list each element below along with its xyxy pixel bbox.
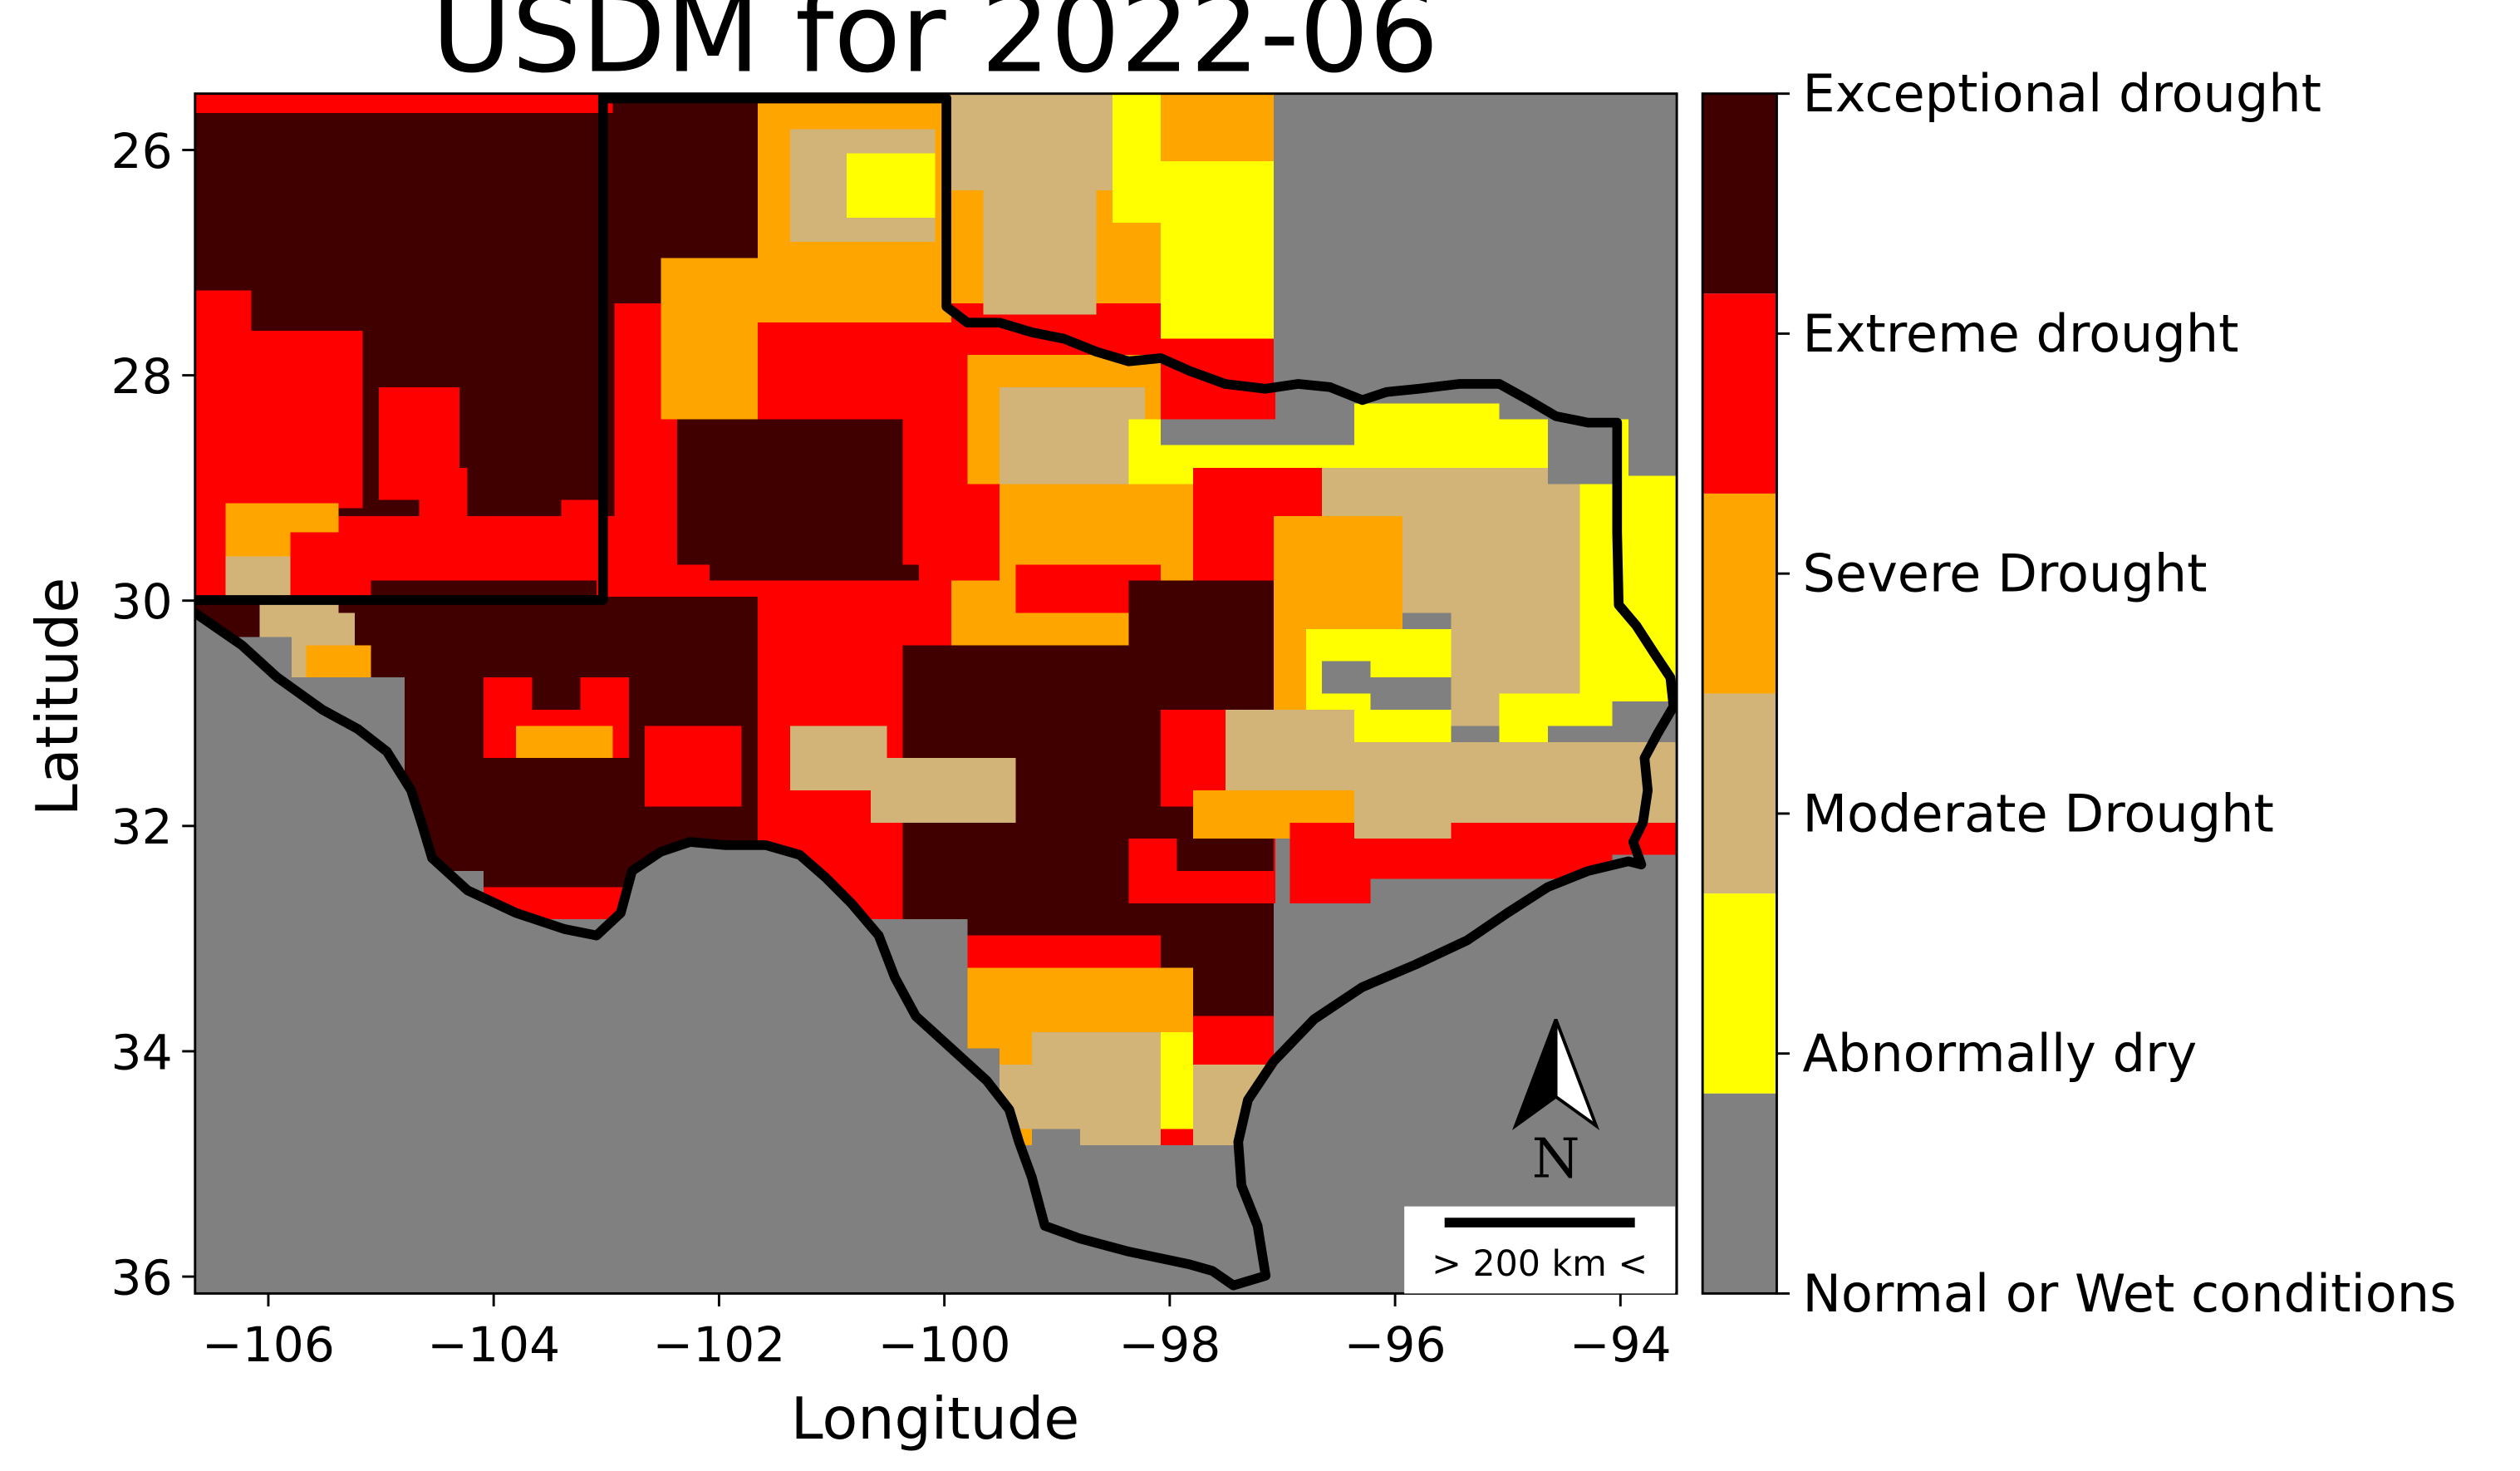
drought-cell (194, 93, 341, 113)
drought-cell (983, 137, 1097, 315)
colorbar-segment (1702, 693, 1777, 894)
drought-cell (846, 153, 944, 219)
drought-cell (532, 677, 581, 710)
drought-cell (561, 499, 603, 589)
colorbar: Exceptional drought Extreme drought Severe… (1701, 63, 2456, 1324)
colorbar-label: Abnormally dry (1802, 1023, 2197, 1084)
drought-cell (1161, 1032, 1193, 1129)
x-tick-label: −94 (1569, 1316, 1672, 1373)
x-tick-label: −96 (1344, 1316, 1447, 1373)
colorbar-label: Exceptional drought (1802, 63, 2321, 124)
y-axis: 36 34 32 30 28 26 (111, 123, 195, 1306)
colorbar-label: Moderate Drought (1802, 783, 2273, 844)
drought-cell (1161, 419, 1371, 445)
drought-cell (789, 726, 887, 790)
drought-raster (194, 93, 1678, 1294)
colorbar-segment (1702, 1093, 1777, 1294)
y-tick-label: 28 (111, 348, 173, 405)
drought-cell (419, 467, 468, 581)
drought-cell (1547, 419, 1613, 485)
drought-cell (1354, 403, 1500, 452)
state-boundaries (194, 93, 1678, 1291)
texas-border (194, 93, 1678, 1291)
colorbar-segment (1702, 893, 1777, 1094)
drought-cell (1322, 661, 1371, 694)
colorbar-label: Severe Drought (1802, 544, 2207, 604)
y-tick-label: 30 (111, 573, 173, 630)
y-tick-label: 34 (111, 1024, 173, 1080)
scale-bar-label: > 200 km < (1432, 1243, 1648, 1285)
x-tick-label: −106 (202, 1316, 335, 1373)
colorbar-segment (1702, 493, 1777, 694)
drought-cell (1161, 613, 1274, 710)
drought-cell (645, 161, 742, 275)
north-label: N (1532, 1127, 1580, 1191)
y-tick-label: 26 (111, 123, 173, 180)
drought-cell (290, 532, 387, 598)
new-mexico-border (194, 93, 608, 605)
drought-cell (870, 758, 1016, 823)
colorbar-segment (1702, 293, 1777, 494)
drought-cell (1031, 1032, 1162, 1145)
colorbar-label: Extreme drought (1802, 303, 2238, 364)
drought-map (194, 93, 1678, 1294)
map-title: USDM for 2022-06 (431, 0, 1438, 98)
x-tick-label: −100 (878, 1316, 1011, 1373)
drought-cell (1128, 839, 1177, 903)
colorbar-segment (1702, 93, 1777, 294)
colorbar-frame (1701, 92, 1778, 1295)
drought-cell (1451, 774, 1645, 823)
drought-cell (1161, 161, 1290, 339)
drought-cell (661, 258, 774, 420)
colorbar-label: Normal or Wet conditions (1802, 1263, 2456, 1324)
mexico-area (194, 613, 1234, 1294)
drought-cell (709, 516, 920, 581)
drought-cell (902, 516, 968, 565)
drought-cell (1031, 1129, 1081, 1145)
y-axis-label: Latitude (24, 578, 91, 816)
y-tick-label: 36 (111, 1249, 173, 1306)
x-axis-label: Longitude (791, 1385, 1079, 1453)
drought-cell (249, 330, 363, 509)
drought-cell (515, 726, 613, 759)
drought-cell (1354, 806, 1452, 839)
drought-cell (194, 112, 292, 307)
north-arrow: N (1511, 1018, 1600, 1191)
x-tick-label: −98 (1118, 1316, 1221, 1373)
x-tick-label: −102 (652, 1316, 785, 1373)
axes-frame (194, 92, 1678, 1295)
y-tick-label: 32 (111, 799, 173, 855)
gulf-area (1233, 854, 1678, 1294)
scale-bar: > 200 km < (1404, 1206, 1676, 1294)
drought-cell (1273, 93, 1678, 384)
drought-cell (1000, 386, 1145, 485)
x-axis: −106 −104 −102 −100 −98 −96 −94 (202, 1293, 1672, 1373)
drought-cell (645, 726, 742, 807)
drought-cell (194, 290, 252, 500)
x-tick-label: −104 (427, 1316, 560, 1373)
